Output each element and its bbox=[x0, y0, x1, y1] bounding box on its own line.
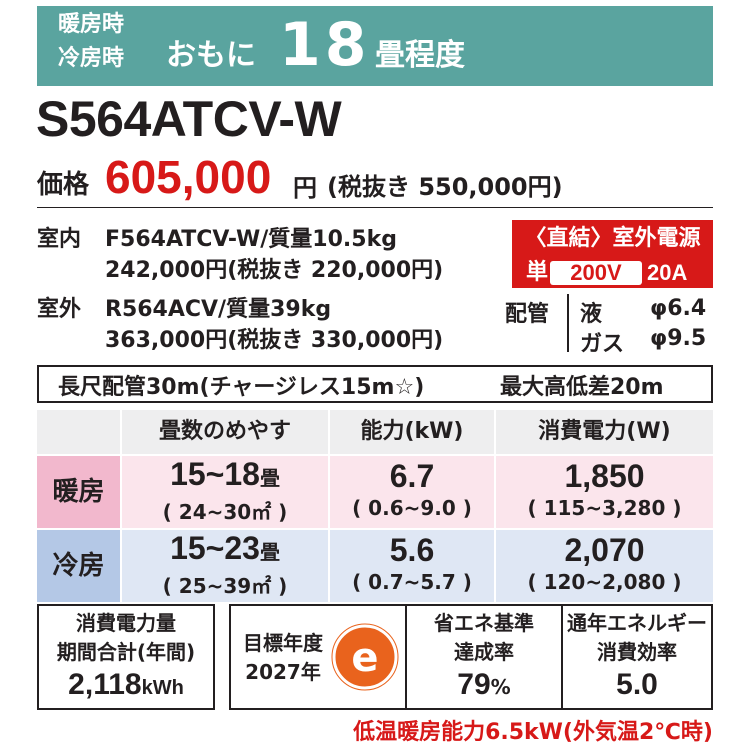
piping-label: 配管 bbox=[505, 302, 550, 327]
piping-info-box bbox=[37, 365, 713, 403]
cooling-tatami-cell: 15~23畳 ( 25~39㎡ ) bbox=[122, 530, 328, 602]
power-amp: 20A bbox=[647, 260, 688, 285]
heating-capacity-cell: 6.7 ( 0.6~9.0 ) bbox=[330, 456, 494, 528]
header-tatami-guide: 畳数のめやす bbox=[122, 410, 328, 454]
apf-label-2: 消費効率 bbox=[597, 640, 677, 664]
header-band bbox=[37, 6, 713, 86]
piping-gas-label: ガス bbox=[580, 332, 625, 357]
heating-capacity-range: ( 0.6~9.0 ) bbox=[352, 496, 472, 520]
heating-area: ( 24~30㎡ ) bbox=[162, 500, 288, 524]
header-tatami-number: 18 bbox=[279, 10, 371, 80]
indoor-spec: F564ATCV-W/質量10.5kg bbox=[105, 227, 397, 252]
heating-power: 1,850 bbox=[564, 458, 645, 494]
apf-label-1: 通年エネルギー bbox=[567, 611, 707, 635]
heating-tatami-cell: 15~18畳 ( 24~30㎡ ) bbox=[122, 456, 328, 528]
price-tax-excluded: (税抜き 550,000円) bbox=[327, 173, 563, 201]
cooling-power-cell: 2,070 ( 120~2,080 ) bbox=[496, 530, 713, 602]
cooling-tatami: 15~23 bbox=[170, 530, 260, 566]
piping-divider bbox=[567, 294, 569, 352]
table-corner bbox=[37, 410, 120, 454]
heating-tatami-unit: 畳 bbox=[259, 466, 280, 490]
heating-capacity: 6.7 bbox=[389, 458, 435, 494]
cooling-capacity: 5.6 bbox=[389, 532, 435, 568]
target-year-label: 目標年度 bbox=[243, 631, 323, 655]
achievement-unit: % bbox=[490, 675, 511, 699]
header-capacity: 能力(kW) bbox=[330, 410, 494, 454]
heating-power-range: ( 115~3,280 ) bbox=[527, 496, 682, 520]
energy-saving-mark-icon: e bbox=[331, 623, 399, 691]
power-phase: 単 bbox=[526, 260, 549, 285]
apf-value: 5.0 bbox=[616, 668, 658, 701]
annual-energy-box: 消費電力量 期間合計(年間) 2,118kWh bbox=[37, 604, 215, 710]
indoor-price: 242,000円(税抜き 220,000円) bbox=[105, 258, 444, 283]
box-divider bbox=[561, 606, 563, 708]
long-pipe-text: 長尺配管30m(チャージレス15m☆) bbox=[58, 375, 425, 400]
model-number: S564ATCV-W bbox=[36, 91, 342, 147]
header-power-consumption: 消費電力(W) bbox=[496, 410, 713, 454]
annual-energy-label-1: 消費電力量 bbox=[76, 611, 176, 635]
row-label-cooling: 冷房 bbox=[37, 530, 120, 602]
outdoor-spec: R564ACV/質量39kg bbox=[105, 297, 332, 322]
annual-energy-unit: kWh bbox=[141, 677, 184, 699]
target-year-value: 2027年 bbox=[245, 660, 321, 684]
power-voltage: 200V bbox=[550, 261, 642, 285]
cooling-capacity-cell: 5.6 ( 0.7~5.7 ) bbox=[330, 530, 494, 602]
row-label-heating: 暖房 bbox=[37, 456, 120, 528]
price-label: 価格 bbox=[37, 170, 90, 200]
achievement-value: 79 bbox=[457, 668, 491, 701]
piping-liquid-value: φ6.4 bbox=[650, 296, 707, 321]
cooling-power-range: ( 120~2,080 ) bbox=[527, 570, 682, 594]
header-tatami-unit: 畳程度 bbox=[375, 38, 465, 73]
max-height-text: 最大高低差20m bbox=[500, 375, 664, 400]
achievement-label-2: 達成率 bbox=[454, 640, 514, 664]
annual-energy-label-2: 期間合計(年間) bbox=[56, 640, 196, 664]
cooling-capacity-range: ( 0.7~5.7 ) bbox=[352, 570, 472, 594]
cooling-tatami-unit: 畳 bbox=[259, 540, 280, 564]
footer-note: 低温暖房能力6.5kW(外気温2℃時) bbox=[353, 720, 713, 745]
annual-energy-value: 2,118 bbox=[68, 668, 142, 701]
cooling-power: 2,070 bbox=[564, 532, 645, 568]
divider bbox=[37, 207, 713, 208]
header-heating-label: 暖房時 bbox=[58, 12, 125, 37]
heating-power-cell: 1,850 ( 115~3,280 ) bbox=[496, 456, 713, 528]
power-heading: 〈直結〉室外電源 bbox=[512, 220, 713, 258]
cooling-area: ( 25~39㎡ ) bbox=[162, 574, 288, 598]
energy-saving-box: 目標年度 2027年 e 省エネ基準 達成率 79% 通年エネルギー 消費効率 … bbox=[229, 604, 713, 710]
achievement-label-1: 省エネ基準 bbox=[434, 611, 534, 635]
heating-tatami: 15~18 bbox=[170, 456, 260, 492]
price-yen: 円 bbox=[293, 174, 317, 202]
header-omoni: おもに bbox=[166, 38, 256, 73]
energy-saving-mark-letter: e bbox=[351, 635, 378, 681]
box-divider bbox=[405, 606, 407, 708]
piping-gas-value: φ9.5 bbox=[650, 326, 707, 351]
header-cooling-label: 冷房時 bbox=[58, 46, 125, 71]
indoor-label: 室内 bbox=[37, 227, 82, 252]
outdoor-price: 363,000円(税抜き 330,000円) bbox=[105, 328, 444, 353]
price-value: 605,000 bbox=[105, 151, 272, 203]
piping-liquid-label: 液 bbox=[580, 302, 603, 327]
outdoor-label: 室外 bbox=[37, 297, 82, 322]
